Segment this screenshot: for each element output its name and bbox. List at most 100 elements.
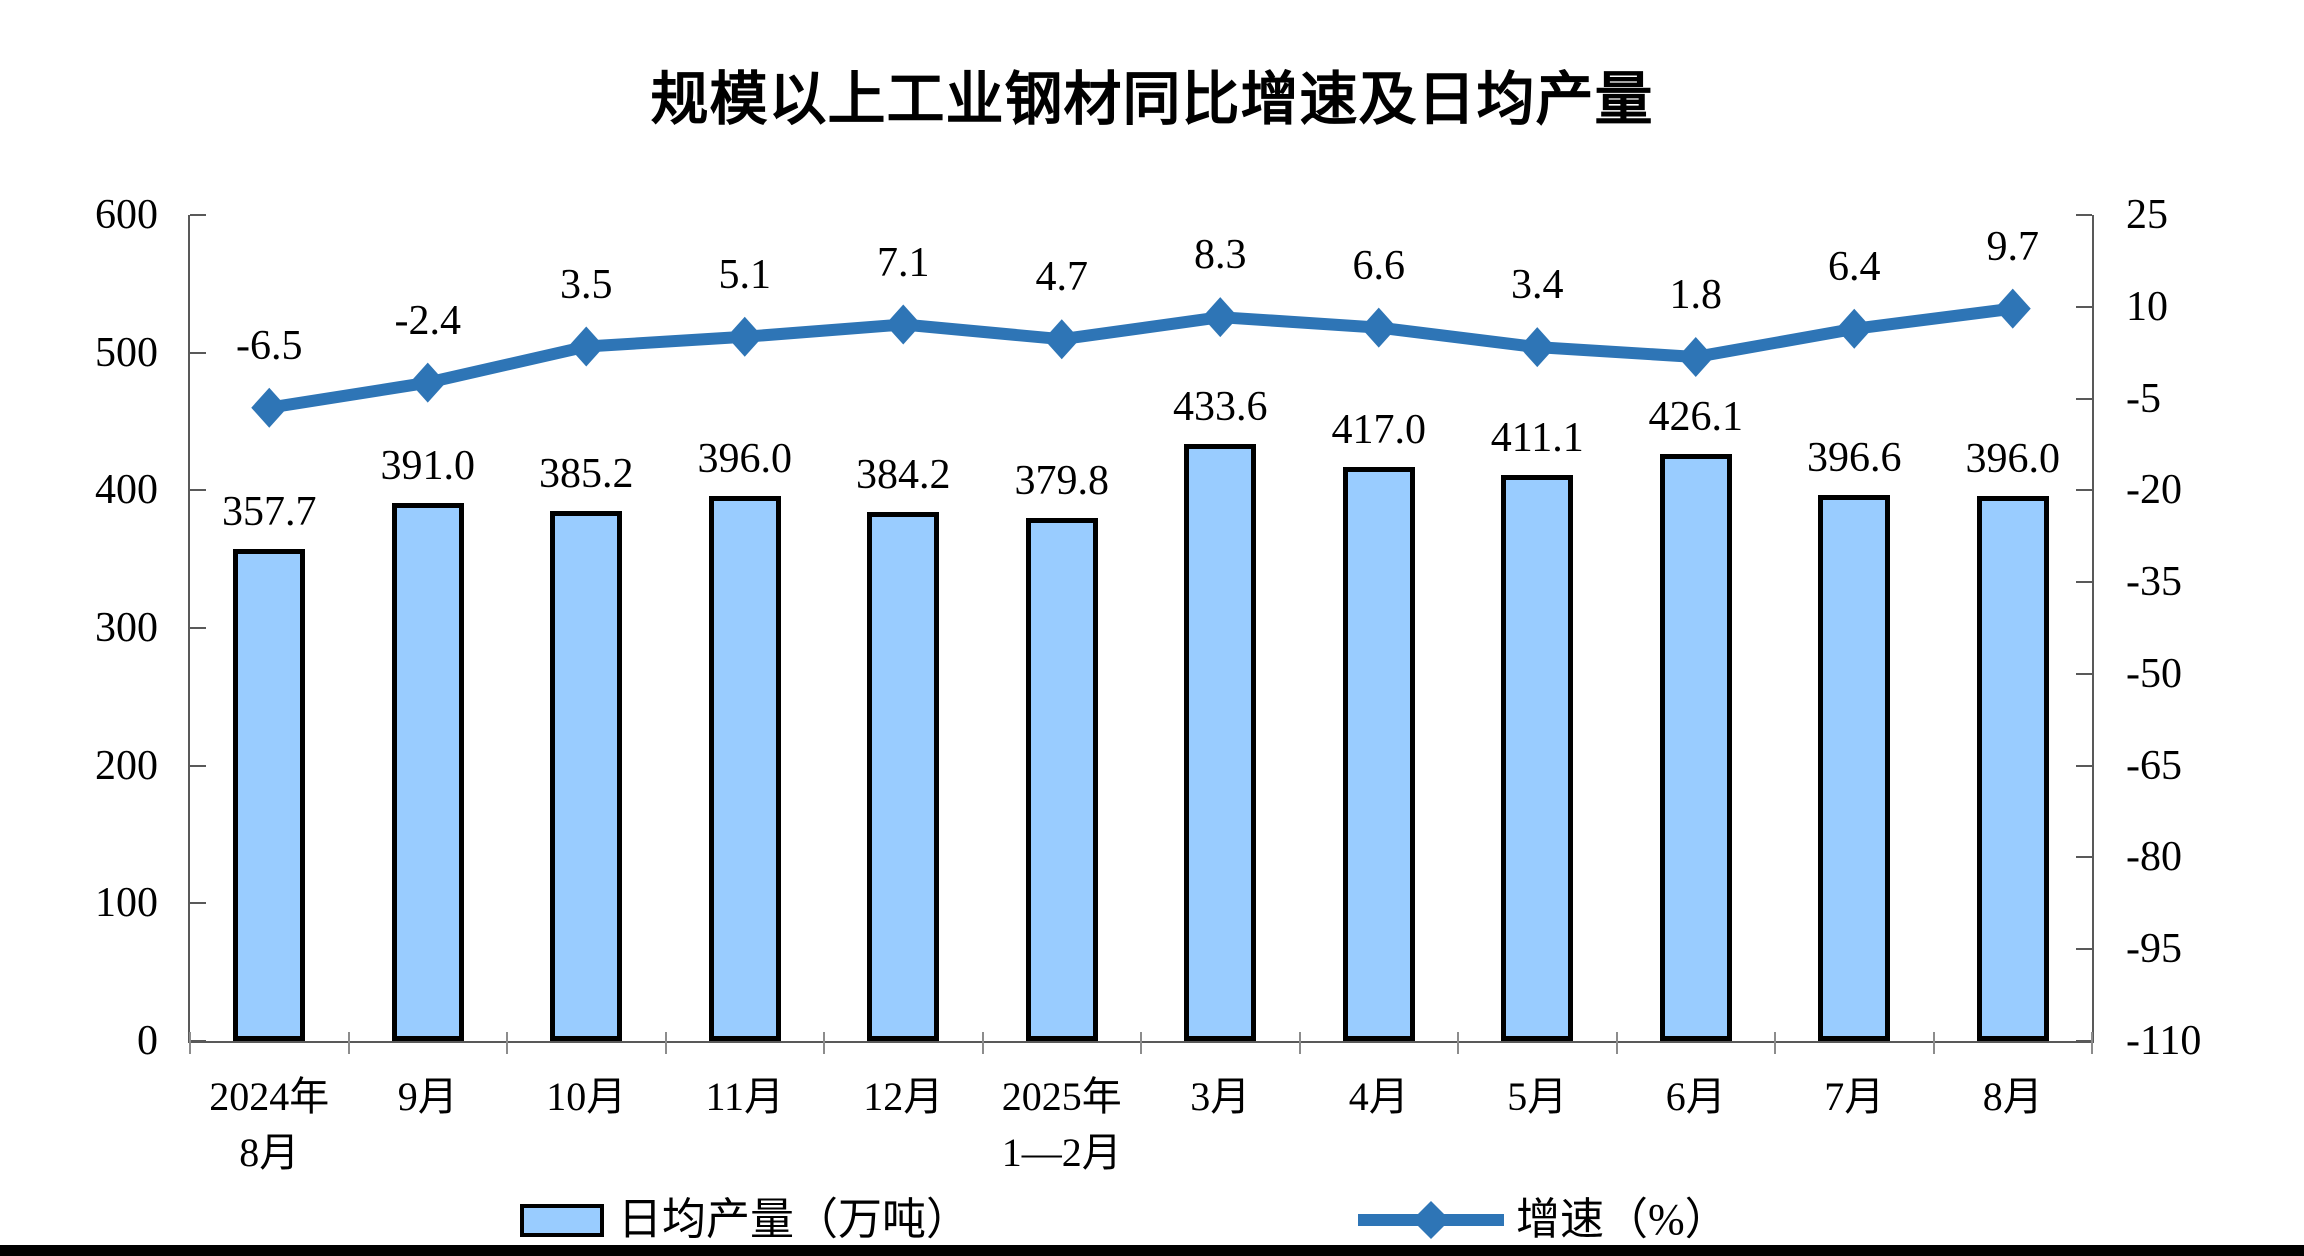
- x-axis-tick: [664, 1032, 667, 1054]
- x-axis-category-label: 8月: [1982, 1074, 2043, 1119]
- x-axis-category-label: 2024年 8月: [209, 1074, 330, 1175]
- y-axis-right-tick: [2076, 397, 2092, 400]
- bar-data-label: 411.1: [1490, 415, 1584, 462]
- bar-data-label: 426.1: [1648, 394, 1744, 441]
- x-axis-tick: [1457, 1032, 1459, 1054]
- line-marker-diamond: [1994, 288, 2031, 329]
- bar-data-label: 391.0: [380, 442, 476, 489]
- line-path: [268, 302, 2014, 414]
- x-axis-tick: [1932, 1032, 1935, 1054]
- line-data-label: 9.7: [1986, 223, 2040, 270]
- y-axis-left-label: 100: [95, 880, 158, 927]
- legend-label-bars: 日均产量（万吨）: [618, 1195, 970, 1244]
- y-axis-left-label: 500: [95, 329, 158, 376]
- line-data-label: 1.8: [1669, 271, 1723, 318]
- y-axis-left-tick: [190, 764, 206, 767]
- line-data-label: 6.4: [1828, 243, 1881, 290]
- line-marker-diamond: [726, 316, 763, 357]
- bar-data-label: 384.2: [856, 452, 951, 499]
- x-axis-tick: [1615, 1032, 1618, 1054]
- y-axis-right-label: -80: [2126, 834, 2182, 881]
- bottom-border-bar: [0, 1245, 2304, 1256]
- bar: [233, 548, 306, 1041]
- line-marker-diamond: [885, 304, 922, 345]
- y-axis-right-label: 10: [2126, 283, 2168, 330]
- y-axis-left-label: 400: [95, 467, 158, 514]
- line-data-label: -2.4: [394, 297, 462, 344]
- line-marker-diamond: [409, 362, 446, 403]
- legend-item-bars: 日均产量（万吨）: [520, 1196, 970, 1244]
- y-axis-right-label: -50: [2126, 650, 2182, 697]
- y-axis-right-tick: [2076, 948, 2092, 951]
- y-axis-left-label: 0: [137, 1018, 158, 1064]
- line-marker-diamond: [1519, 327, 1556, 368]
- x-axis-tick: [347, 1032, 350, 1054]
- y-axis-left-label: 600: [95, 192, 158, 238]
- bar-data-label: 433.6: [1173, 384, 1268, 431]
- x-axis-tick: [823, 1032, 825, 1054]
- x-axis-category-label: 12月: [863, 1074, 944, 1119]
- x-axis-category-label: 5月: [1507, 1074, 1568, 1119]
- y-axis-right-label: -5: [2126, 375, 2161, 422]
- bar-data-label: 385.2: [539, 450, 634, 497]
- line-marker-diamond: [1677, 336, 1714, 377]
- line-marker-diamond: [568, 326, 605, 367]
- legend-item-line: 增速（%）: [1356, 1196, 1729, 1244]
- y-axis-left-tick: [190, 1040, 206, 1042]
- bar: [1976, 495, 2049, 1041]
- x-axis-tick: [1774, 1032, 1776, 1054]
- bar-data-label: 396.0: [697, 435, 793, 482]
- line-data-label: 3.5: [560, 261, 613, 308]
- bar: [708, 495, 781, 1041]
- bar-data-label: 417.0: [1331, 406, 1427, 453]
- x-axis-tick: [1140, 1032, 1142, 1054]
- chart-title: 规模以上工业钢材同比增速及日均产量: [650, 67, 1654, 132]
- x-axis-category-label: 3月: [1190, 1074, 1251, 1119]
- x-axis-category-label: 2025年 1—2月: [1001, 1074, 1122, 1175]
- y-axis-left-label: 200: [95, 742, 158, 789]
- y-axis-right-label: -35: [2126, 559, 2182, 606]
- y-axis-left-tick: [190, 627, 206, 629]
- y-axis-right-tick: [2076, 856, 2092, 859]
- x-axis-tick: [2091, 1032, 2093, 1054]
- bar: [1818, 495, 1891, 1041]
- line-marker-diamond: [1360, 307, 1397, 348]
- line-data-label: -6.5: [236, 322, 303, 369]
- bar: [550, 510, 623, 1041]
- y-axis-right-tick: [2076, 581, 2092, 584]
- x-axis-tick: [189, 1032, 191, 1054]
- y-axis-left-tick: [190, 351, 206, 354]
- y-axis-left-tick: [190, 214, 206, 216]
- y-axis-left-tick: [190, 902, 206, 905]
- line-marker-diamond: [1043, 319, 1080, 360]
- y-axis-right-tick: [2076, 764, 2092, 767]
- y-axis-right-label: -110: [2126, 1018, 2202, 1064]
- y-axis-right-label: 25: [2126, 192, 2168, 238]
- x-axis-tick: [981, 1032, 984, 1054]
- x-axis-category-label: 4月: [1348, 1074, 1409, 1119]
- line-data-label: 3.4: [1511, 262, 1564, 309]
- line-marker-diamond: [251, 387, 288, 428]
- bar-series-swatch: [520, 1203, 604, 1237]
- y-axis-right-tick: [2076, 489, 2092, 492]
- bar: [391, 502, 464, 1041]
- line-data-label: 8.3: [1194, 232, 1247, 279]
- y-axis-right-tick: [2076, 1040, 2092, 1042]
- bar: [867, 512, 940, 1041]
- line-data-label: 7.1: [877, 239, 930, 286]
- y-axis-right-tick: [2076, 672, 2092, 675]
- y-axis-left-label: 300: [95, 605, 158, 651]
- line-marker-diamond: [1836, 308, 1873, 349]
- y-axis-left: [188, 215, 190, 1043]
- line-data-label: 5.1: [718, 251, 772, 298]
- bar: [1501, 475, 1574, 1041]
- bar: [1184, 444, 1257, 1041]
- x-axis-tick: [1298, 1032, 1301, 1054]
- y-axis-right-label: -20: [2126, 467, 2182, 514]
- x-axis-category-label: 11月: [705, 1074, 785, 1119]
- y-axis-right-label: -95: [2126, 926, 2182, 973]
- line-series-swatch: [1358, 1201, 1504, 1239]
- y-axis-left-tick: [190, 489, 206, 492]
- bar: [1659, 454, 1732, 1041]
